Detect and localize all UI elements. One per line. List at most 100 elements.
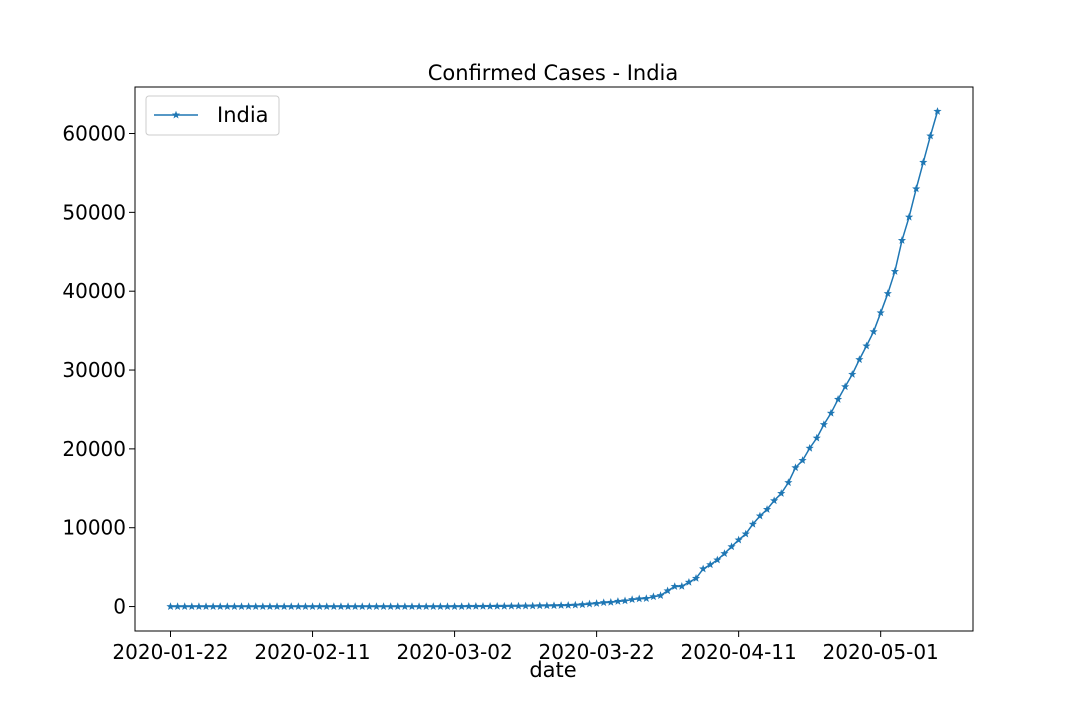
data-point	[535, 601, 544, 610]
data-point	[379, 602, 388, 611]
data-point	[557, 601, 566, 609]
data-point	[642, 594, 651, 602]
data-point	[933, 107, 942, 115]
data-point	[365, 602, 374, 611]
plot-area	[134, 86, 974, 632]
data-point	[514, 601, 523, 610]
data-point	[287, 602, 296, 611]
data-point	[663, 586, 672, 595]
data-point	[422, 602, 431, 611]
data-point	[734, 535, 743, 544]
data-point	[812, 433, 821, 442]
data-point	[478, 602, 488, 610]
data-point	[173, 602, 182, 611]
data-point	[585, 599, 594, 608]
data-point	[571, 600, 580, 609]
x-tick-label: 2020-03-02	[396, 640, 512, 664]
data-point	[393, 602, 402, 611]
data-point	[677, 582, 686, 590]
data-point	[798, 456, 807, 464]
data-point	[762, 505, 772, 513]
data-point	[315, 602, 324, 611]
data-point	[386, 602, 395, 611]
data-point	[713, 555, 722, 564]
data-point	[166, 602, 175, 611]
data-point	[301, 602, 310, 611]
data-point	[606, 598, 615, 606]
x-tick-label: 2020-01-22	[112, 640, 228, 664]
data-point	[592, 599, 601, 607]
data-point	[407, 602, 417, 611]
data-point	[578, 600, 587, 609]
y-tick-label: 20000	[62, 437, 126, 461]
data-point	[201, 602, 211, 611]
data-point	[194, 602, 203, 611]
data-point	[841, 382, 850, 391]
data-point	[684, 577, 694, 586]
legend-box	[145, 95, 280, 136]
data-point	[322, 602, 331, 611]
data-point	[521, 601, 530, 610]
data-point	[308, 602, 317, 611]
data-point	[777, 489, 786, 497]
data-point	[564, 601, 573, 609]
data-point	[429, 602, 438, 611]
data-point	[926, 131, 935, 140]
data-point	[230, 602, 239, 611]
data-point	[542, 601, 551, 610]
data-point	[876, 308, 885, 317]
data-point	[187, 602, 196, 611]
data-point	[372, 602, 381, 611]
y-tick-label: 0	[113, 595, 126, 619]
y-axis: 0 10000 20000 30000 40000 50000 60000	[62, 122, 135, 619]
data-point	[272, 602, 282, 611]
data-point	[216, 602, 225, 611]
data-point	[464, 602, 473, 610]
data-point	[826, 408, 836, 417]
data-point	[869, 327, 878, 336]
series-layer	[166, 107, 942, 611]
data-point	[258, 602, 267, 611]
x-axis: 2020-01-22 2020-02-11 2020-03-02 2020-03-22…	[112, 631, 939, 664]
legend-marker	[171, 110, 181, 119]
data-point	[897, 236, 907, 244]
data-point	[656, 591, 665, 600]
data-point	[791, 463, 800, 472]
data-point	[670, 582, 679, 590]
data-point	[833, 395, 843, 403]
data-point	[500, 601, 509, 610]
data-point	[635, 594, 644, 603]
data-point	[265, 602, 275, 611]
data-point	[727, 542, 736, 551]
data-point	[706, 560, 715, 569]
data-point	[443, 602, 452, 611]
data-point	[819, 420, 828, 429]
data-point	[486, 601, 495, 610]
data-point	[620, 596, 630, 605]
data-point	[436, 602, 445, 611]
x-axis-label: date	[529, 658, 576, 682]
y-tick-label: 50000	[62, 200, 126, 224]
x-tick-label: 2020-03-22	[538, 640, 654, 664]
data-point	[507, 601, 516, 610]
data-point	[294, 602, 303, 611]
data-point	[699, 564, 708, 573]
data-point	[770, 496, 779, 505]
data-point	[450, 602, 459, 610]
y-tick-label: 10000	[62, 516, 126, 540]
data-point	[805, 443, 814, 452]
data-point	[741, 529, 750, 538]
data-point	[329, 602, 338, 611]
data-point	[549, 601, 559, 610]
y-tick-label: 60000	[62, 122, 126, 146]
x-tick-label: 2020-05-01	[823, 640, 939, 664]
data-point	[691, 573, 701, 582]
data-point	[351, 602, 360, 611]
data-point	[883, 289, 892, 298]
data-point	[457, 602, 466, 610]
data-point	[180, 602, 189, 611]
data-point	[855, 355, 864, 364]
y-tick-label: 40000	[62, 279, 126, 303]
data-point	[244, 602, 253, 611]
